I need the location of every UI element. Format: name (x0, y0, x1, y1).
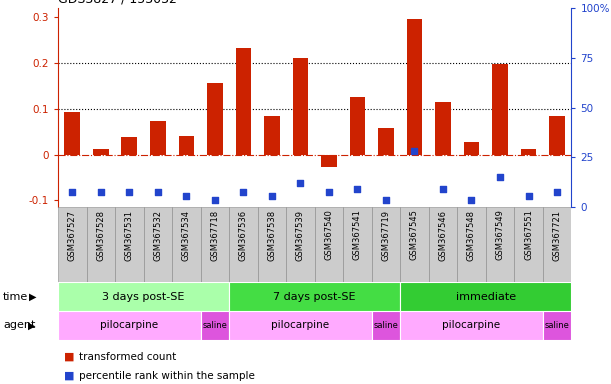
Bar (371, 311, 400, 340)
Text: pilocarpine: pilocarpine (100, 320, 158, 331)
Text: GSM367528: GSM367528 (97, 210, 105, 261)
Text: GSM367534: GSM367534 (182, 210, 191, 261)
Bar (93, 149, 109, 155)
Bar (435, 102, 451, 155)
Text: GSM367539: GSM367539 (296, 210, 305, 261)
Bar (549, 116, 565, 155)
Bar (371, 207, 400, 282)
Bar (200, 311, 229, 340)
Point (153, 189, 163, 195)
Text: saline: saline (202, 321, 227, 330)
Text: GSM367721: GSM367721 (552, 210, 562, 261)
Bar (58, 207, 87, 282)
Text: GSM367546: GSM367546 (439, 210, 447, 261)
Text: time: time (3, 291, 28, 302)
Bar (115, 207, 144, 282)
Bar (207, 83, 223, 155)
Text: GSM367538: GSM367538 (268, 210, 276, 261)
Bar (65, 113, 80, 155)
Bar (122, 137, 137, 155)
Text: GDS3827 / 153032: GDS3827 / 153032 (58, 0, 177, 6)
Bar (315, 207, 343, 282)
Bar (400, 282, 571, 311)
Bar (521, 149, 536, 155)
Bar (321, 155, 337, 167)
Text: ■: ■ (64, 352, 75, 362)
Point (67, 189, 77, 195)
Point (210, 197, 220, 204)
Point (353, 185, 362, 192)
Text: GSM367718: GSM367718 (210, 210, 219, 261)
Point (409, 148, 419, 154)
Text: GSM367527: GSM367527 (68, 210, 77, 261)
Bar (286, 207, 315, 282)
Text: GSM367541: GSM367541 (353, 210, 362, 260)
Point (296, 180, 306, 187)
Text: saline: saline (373, 321, 398, 330)
Point (324, 189, 334, 195)
Bar (343, 207, 371, 282)
Bar (464, 142, 480, 155)
Bar (543, 207, 571, 282)
Bar (58, 311, 200, 340)
Point (438, 185, 448, 192)
Text: GSM367540: GSM367540 (324, 210, 334, 260)
Text: GSM367549: GSM367549 (496, 210, 505, 260)
Text: GSM367536: GSM367536 (239, 210, 248, 261)
Bar (543, 311, 571, 340)
Bar (400, 311, 543, 340)
Text: ▶: ▶ (29, 291, 37, 302)
Text: transformed count: transformed count (79, 352, 177, 362)
Bar (236, 48, 251, 155)
Bar (264, 116, 280, 155)
Bar (229, 282, 400, 311)
Text: pilocarpine: pilocarpine (271, 320, 329, 331)
Point (524, 193, 533, 199)
Bar (400, 207, 429, 282)
Point (238, 189, 248, 195)
Bar (258, 207, 286, 282)
Text: GSM367545: GSM367545 (410, 210, 419, 260)
Bar (293, 58, 309, 155)
Bar (457, 207, 486, 282)
Bar (172, 207, 200, 282)
Bar (486, 207, 514, 282)
Point (267, 193, 277, 199)
Text: immediate: immediate (456, 291, 516, 302)
Bar (144, 207, 172, 282)
Bar (378, 128, 394, 155)
Text: GSM367719: GSM367719 (381, 210, 390, 261)
Point (552, 189, 562, 195)
Bar (200, 207, 229, 282)
Bar (407, 19, 422, 155)
Text: percentile rank within the sample: percentile rank within the sample (79, 371, 255, 381)
Text: ■: ■ (64, 371, 75, 381)
Point (495, 174, 505, 180)
Bar (492, 64, 508, 155)
Bar (349, 97, 365, 155)
Bar (229, 207, 258, 282)
Bar (229, 311, 371, 340)
Text: GSM367532: GSM367532 (153, 210, 163, 261)
Bar (58, 282, 229, 311)
Text: 7 days post-SE: 7 days post-SE (273, 291, 356, 302)
Text: GSM367548: GSM367548 (467, 210, 476, 261)
Bar (87, 207, 115, 282)
Point (467, 197, 477, 204)
Text: GSM367551: GSM367551 (524, 210, 533, 260)
Text: GSM367531: GSM367531 (125, 210, 134, 261)
Bar (150, 121, 166, 155)
Point (381, 197, 391, 204)
Point (181, 193, 191, 199)
Point (96, 189, 106, 195)
Text: saline: saline (544, 321, 569, 330)
Bar (178, 136, 194, 155)
Text: pilocarpine: pilocarpine (442, 320, 500, 331)
Text: ▶: ▶ (27, 320, 35, 331)
Bar (429, 207, 457, 282)
Text: agent: agent (3, 320, 35, 331)
Text: 3 days post-SE: 3 days post-SE (103, 291, 185, 302)
Bar (514, 207, 543, 282)
Point (125, 189, 134, 195)
